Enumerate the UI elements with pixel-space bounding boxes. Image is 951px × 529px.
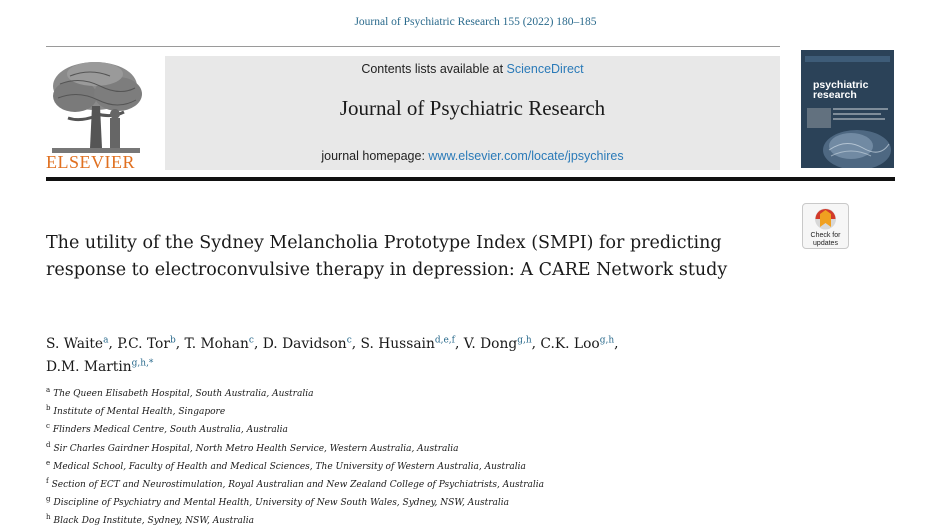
author-affiliation-marker[interactable]: d,e,f — [434, 335, 455, 345]
check-updates-line2: updates — [813, 240, 838, 247]
author[interactable]: C.K. Loog,h — [540, 335, 615, 352]
author-affiliation-marker[interactable]: g,h — [517, 335, 532, 345]
affiliation-text: Medical School, Faculty of Health and Me… — [53, 461, 526, 472]
check-updates-icon — [815, 208, 836, 230]
cover-artwork — [801, 50, 894, 168]
author[interactable]: D.M. Marting,h,* — [46, 358, 154, 376]
journal-title: Journal of Psychiatric Research — [339, 96, 606, 120]
author-affiliation-marker[interactable]: c — [346, 335, 352, 345]
author-name: D.M. Martin — [46, 359, 132, 376]
affiliation-text: Institute of Mental Health, Singapore — [53, 407, 226, 418]
homepage-line: journal homepage: www.elsevier.com/locat… — [165, 149, 780, 163]
affiliation-item: d Sir Charles Gairdner Hospital, North Me… — [46, 438, 906, 456]
author-name: T. Mohan — [184, 335, 249, 352]
affiliation-text: The Queen Elisabeth Hospital, South Aust… — [53, 389, 314, 399]
check-updates-line1: Check for — [810, 232, 841, 239]
sciencedirect-link[interactable]: ScienceDirect — [506, 62, 584, 76]
cover-title-line2: research — [813, 89, 857, 101]
affiliation-label: g — [46, 495, 51, 504]
author[interactable]: V. Dongg,h — [463, 335, 532, 352]
affiliation-label: f — [46, 477, 49, 486]
top-divider — [46, 46, 780, 47]
journal-reference[interactable]: Journal of Psychiatric Research 155 (202… — [354, 16, 597, 28]
author-affiliation-marker[interactable]: a — [103, 335, 109, 345]
author[interactable]: D. Davidsonc — [262, 335, 352, 352]
affiliation-text: Flinders Medical Centre, South Australia… — [52, 425, 288, 436]
affiliation-item: e Medical School, Faculty of Health and M… — [46, 456, 906, 474]
contents-prefix: Contents lists available at — [361, 62, 507, 76]
check-updates-label: Check for updates — [803, 232, 848, 248]
author-name: P.C. Tor — [117, 335, 170, 352]
affiliation-label: c — [46, 422, 50, 431]
journal-masthead: Contents lists available at ScienceDirec… — [165, 56, 780, 170]
affiliation-label: d — [46, 440, 51, 449]
affiliation-label: b — [46, 404, 51, 413]
author-list: S. Waitea, P.C. Torb, T. Mohanc, D. Davi… — [46, 335, 619, 376]
affiliation-label: a — [46, 386, 51, 394]
author-name: C.K. Loo — [540, 335, 600, 352]
affiliation-text: Sir Charles Gairdner Hospital, North Met… — [53, 443, 459, 454]
homepage-link[interactable]: www.elsevier.com/locate/jpsychires — [428, 149, 624, 163]
affiliation-item: f Section of ECT and Neurostimulation, Ro… — [46, 474, 906, 492]
check-for-updates-button[interactable]: Check for updates — [802, 203, 849, 249]
author[interactable]: P.C. Torb — [117, 335, 176, 352]
homepage-prefix: journal homepage: — [321, 149, 429, 163]
cover-title-line1: psychiatric — [813, 79, 869, 91]
author-name: V. Dong — [463, 335, 518, 352]
affiliation-item: h Black Dog Institute, Sydney, NSW, Austr… — [46, 510, 906, 528]
author-affiliation-marker[interactable]: b — [169, 335, 176, 345]
affiliation-label: h — [46, 513, 51, 522]
article-title: The utility of the Sydney Melancholia Pr… — [46, 233, 728, 280]
author-affiliation-marker[interactable]: g,h — [599, 335, 615, 345]
affiliation-item: c Flinders Medical Centre, South Australi… — [46, 419, 906, 437]
affiliation-item: a The Queen Elisabeth Hospital, South Aus… — [46, 383, 906, 401]
affiliation-text: Discipline of Psychiatry and Mental Heal… — [53, 498, 510, 509]
cover-title: psychiatric research — [813, 79, 869, 101]
author[interactable]: S. Waitea — [46, 335, 109, 352]
journal-cover-image[interactable]: psychiatric research — [801, 50, 894, 168]
author-affiliation-marker[interactable]: c — [248, 335, 254, 345]
author-name: S. Waite — [46, 335, 104, 352]
author-name: S. Hussain — [360, 335, 435, 352]
author-name: D. Davidson — [262, 335, 347, 352]
affiliation-item: g Discipline of Psychiatry and Mental Hea… — [46, 492, 906, 510]
author-affiliation-marker[interactable]: g,h,* — [131, 358, 154, 369]
affiliation-label: e — [46, 458, 51, 467]
affiliation-item: b Institute of Mental Health, Singapore — [46, 401, 906, 419]
affiliation-text: Black Dog Institute, Sydney, NSW, Austra… — [53, 516, 255, 527]
affiliation-list: a The Queen Elisabeth Hospital, South Aus… — [46, 383, 906, 529]
elsevier-tree-logo[interactable] — [40, 56, 150, 172]
header-thick-divider — [46, 177, 895, 181]
contents-line: Contents lists available at ScienceDirec… — [165, 62, 780, 76]
affiliation-text: Section of ECT and Neurostimulation, Roy… — [51, 480, 545, 491]
elsevier-wordmark: ELSEVIER — [46, 152, 135, 172]
author[interactable]: T. Mohanc — [184, 335, 254, 352]
author[interactable]: S. Hussaind,e,f — [360, 335, 455, 352]
